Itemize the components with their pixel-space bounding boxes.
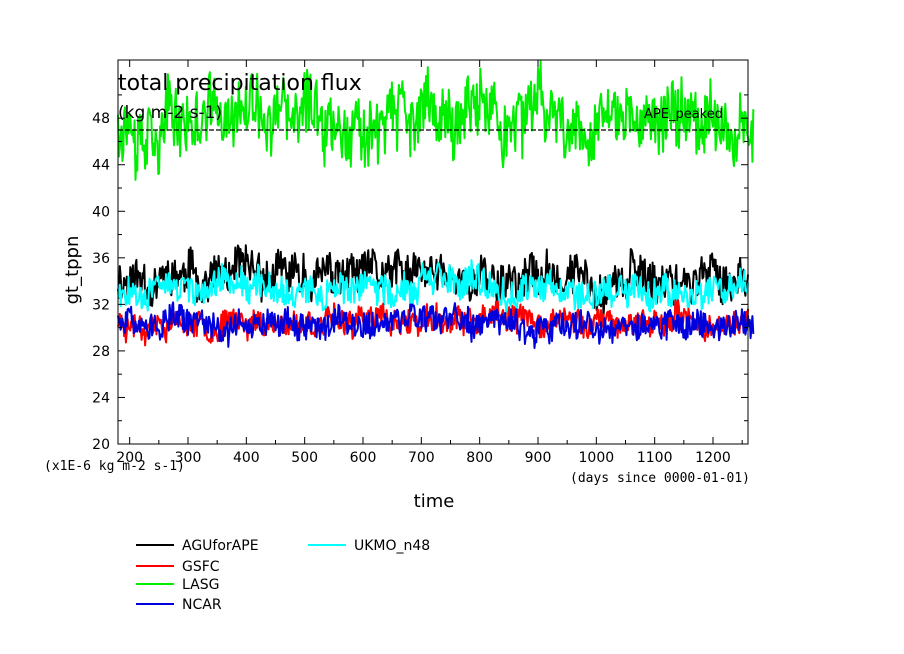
- x-tick-label: 600: [350, 450, 377, 466]
- plot-area: [117, 60, 755, 349]
- annotation-label: APE_peaked: [644, 107, 723, 122]
- x-tick-label: 800: [466, 450, 493, 466]
- series-line-lasg: [117, 60, 755, 181]
- x-unit-note: (days since 0000-01-01): [570, 471, 750, 486]
- y-tick-label: 44: [92, 158, 110, 174]
- chart-title: total precipitation flux: [118, 71, 362, 96]
- y-tick-label: 20: [92, 437, 110, 453]
- y-tick-label: 48: [92, 111, 110, 127]
- y-tick-label: 24: [92, 390, 110, 406]
- y-axis-title: gt_tppn: [62, 236, 83, 305]
- legend-label-ncar: NCAR: [182, 597, 222, 613]
- x-tick-label: 500: [291, 450, 318, 466]
- legend-label-lasg: LASG: [182, 577, 219, 593]
- legend-label-aguforape: AGUforAPE: [182, 538, 259, 554]
- y-tick-label: 36: [92, 251, 110, 267]
- plot-frame: [117, 59, 749, 445]
- series-line-ncar: [117, 301, 755, 349]
- x-tick-label: 200: [116, 450, 143, 466]
- y-tick-label: 28: [92, 344, 110, 360]
- x-tick-label: 1100: [637, 450, 673, 466]
- x-tick-label: 900: [525, 450, 552, 466]
- axis-ticks: 200 300 400 500 600 700 800 900 1000 1100 1200 20 24…: [92, 60, 748, 466]
- x-axis-title: time: [414, 491, 455, 512]
- y-tick-label: 40: [92, 204, 110, 220]
- series-line-ukmo_n48: [117, 259, 749, 316]
- x-tick-label: 1200: [695, 450, 731, 466]
- y-unit-note: (x1E-6 kg m-2 s-1): [44, 459, 185, 474]
- chart-subtitle: (kg m-2 s-1): [118, 103, 222, 123]
- x-tick-label: 400: [233, 450, 260, 466]
- legend-label-ukmo_n48: UKMO_n48: [354, 538, 430, 554]
- legend: AGUforAPE GSFC LASG NCAR UKMO_n48: [136, 538, 430, 613]
- x-tick-label: 700: [408, 450, 435, 466]
- x-tick-label: 300: [175, 450, 202, 466]
- legend-label-gsfc: GSFC: [182, 559, 220, 575]
- x-tick-label: 1000: [579, 450, 615, 466]
- y-tick-label: 32: [92, 297, 110, 313]
